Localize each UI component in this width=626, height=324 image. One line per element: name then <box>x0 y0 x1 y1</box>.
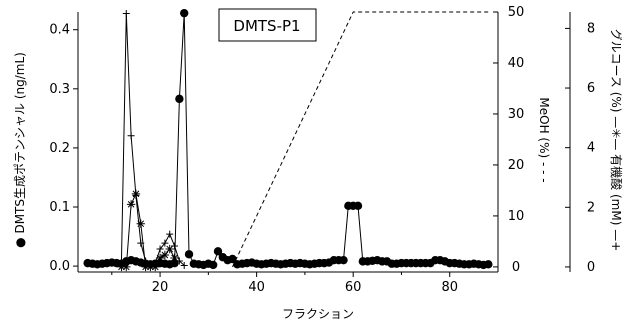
glucose-line <box>121 192 176 268</box>
organic_acid-point <box>132 191 140 199</box>
glucose-point <box>126 200 136 209</box>
organic_acid-point <box>142 257 150 265</box>
organic_acid-point <box>175 257 183 265</box>
meoh-y-tick-label: 20 <box>508 158 525 173</box>
plot-area <box>78 12 498 272</box>
right-y-tick-label: 4 <box>587 141 595 156</box>
organic_acid-point <box>180 261 188 269</box>
meoh-line <box>232 11 489 268</box>
dmts-point <box>180 8 189 18</box>
dmts-point <box>213 247 223 256</box>
left-y-tick-label: 0.2 <box>49 141 70 156</box>
left-y-tick-label: 0.4 <box>49 23 70 38</box>
left-y-tick-label: 0.1 <box>49 200 70 215</box>
dmts-line <box>87 13 489 266</box>
series-layer <box>83 8 493 272</box>
left-y-axis-label: ● DMTS生成ポテンシャル (ng/mL) <box>13 52 27 248</box>
glucose-point <box>141 262 150 272</box>
dmts-point <box>184 250 194 259</box>
meoh-y-tick-label: 40 <box>508 56 525 71</box>
organic_acid-point <box>166 230 174 238</box>
meoh-y-tick-label: 0 <box>512 260 520 275</box>
glucose-point <box>136 219 145 228</box>
x-axis-label: フラクション <box>282 307 354 321</box>
organic_acid-point <box>127 132 135 140</box>
x-tick-label: 60 <box>345 280 362 295</box>
organic_acid-point <box>151 260 159 268</box>
meoh-y-tick-label: 50 <box>508 5 525 20</box>
glucose-point <box>160 250 170 260</box>
meoh-y-tick-label: 10 <box>508 209 525 224</box>
x-tick-label: 20 <box>152 280 169 295</box>
dmts-point <box>208 260 218 270</box>
right-y-tick-label: 6 <box>587 81 595 96</box>
dmts-point <box>175 94 184 104</box>
right-y-tick-label: 0 <box>587 260 595 275</box>
right-y-axis-label: グルコース (%) —✳— 有機酸 (mM) —+ <box>609 29 624 252</box>
glucose-point <box>122 262 131 272</box>
organic_acid-line <box>120 13 185 266</box>
organic_acid-point <box>122 9 130 17</box>
glucose-point <box>170 253 179 263</box>
right-y-tick-label: 2 <box>587 200 595 215</box>
dmts-point <box>353 201 363 211</box>
x-tick-label: 80 <box>441 280 458 295</box>
organic_acid-point <box>117 260 125 268</box>
organic_acid-point <box>137 239 145 247</box>
meoh-y-axis-label: MeOH (%) - - - <box>537 97 551 182</box>
dmts-point <box>228 254 237 264</box>
left-y-tick-label: 0.3 <box>49 82 70 97</box>
dmts-point <box>339 255 348 265</box>
label-layer: DMTS-P1 フラクション ● DMTS生成ポテンシャル (ng/mL) MeOH… <box>13 8 624 321</box>
annotation-text: DMTS-P1 <box>233 17 300 35</box>
right-y-tick-label: 8 <box>587 21 595 36</box>
annotation-box <box>218 8 317 42</box>
organic_acid-point <box>171 242 179 250</box>
organic_acid-point <box>156 245 164 253</box>
x-tick-label: 40 <box>248 280 265 295</box>
left-y-tick-label: 0.0 <box>49 259 70 274</box>
glucose-point <box>165 244 174 254</box>
glucose-point <box>155 253 165 263</box>
axes-layer: 20 40 60 80 0.0 0.1 0.2 0.3 0.4 0 10 20 30 40 50 0 2 4 6 8 <box>49 5 595 295</box>
organic_acid-point <box>161 239 169 247</box>
dmts-point <box>484 260 493 269</box>
meoh-y-tick-label: 30 <box>508 107 525 122</box>
